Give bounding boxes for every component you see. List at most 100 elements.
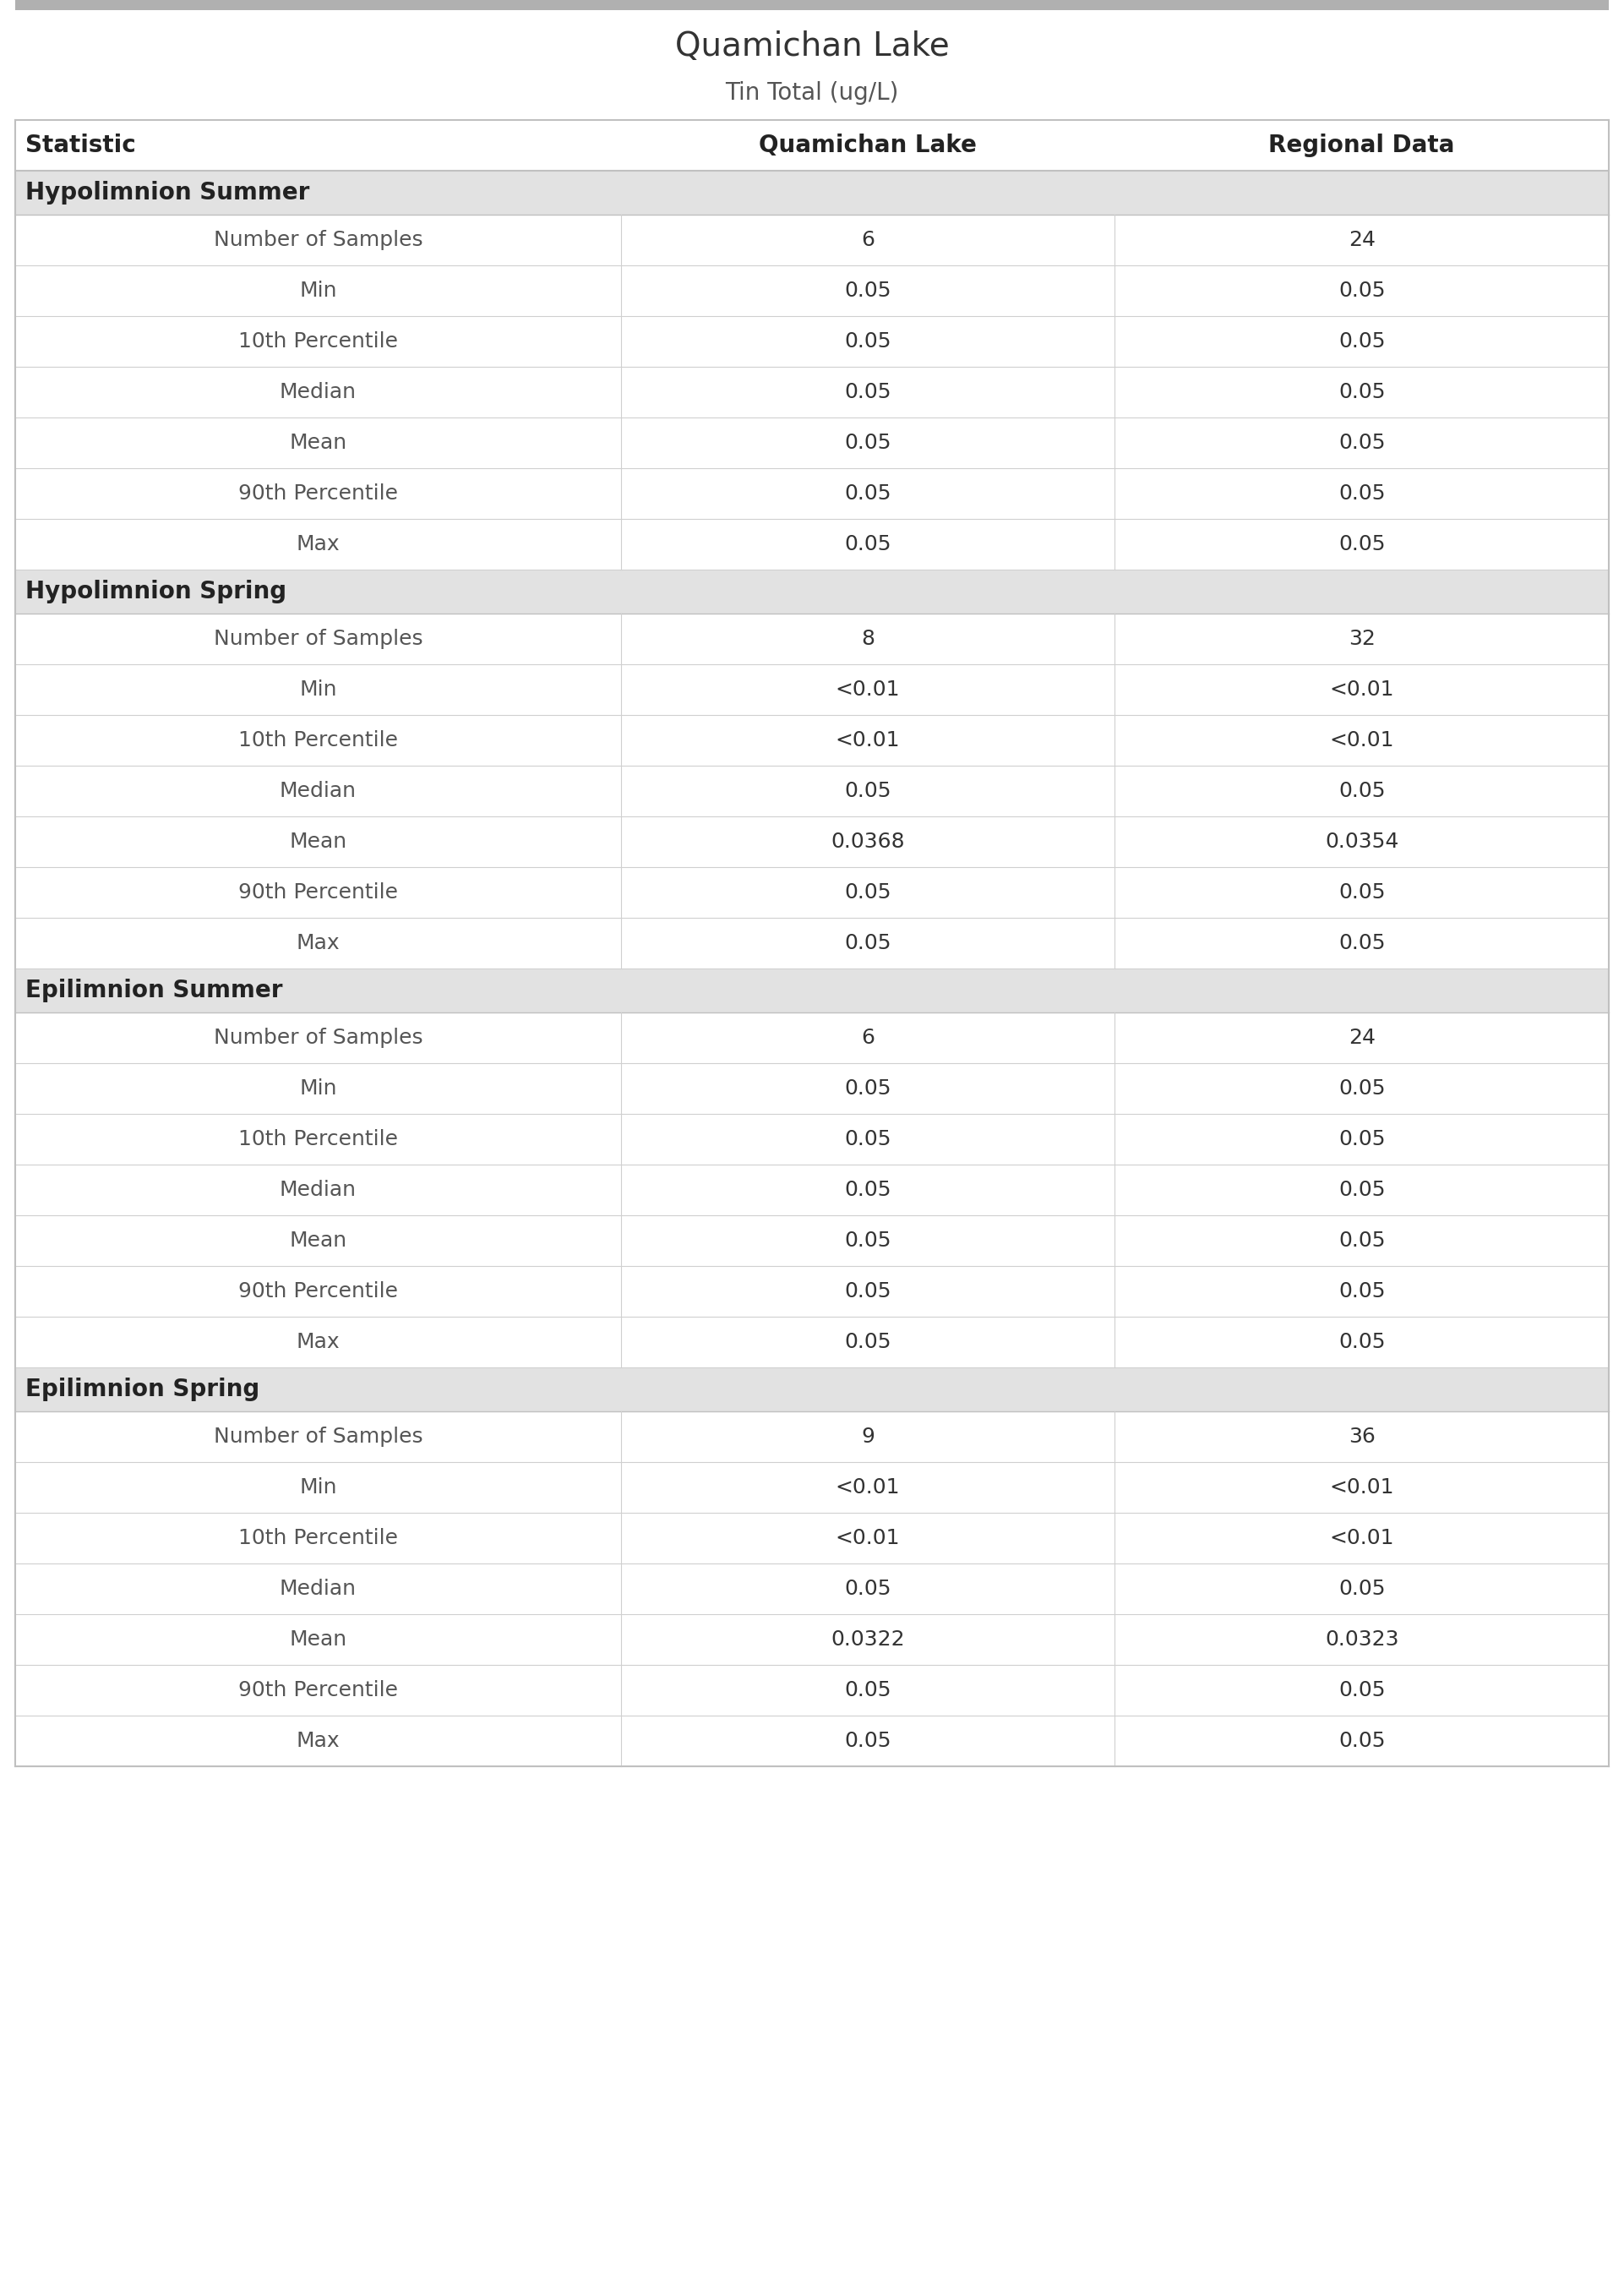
Text: 0.05: 0.05 — [1338, 281, 1385, 302]
Bar — [15, 1462, 1609, 1512]
Text: Max: Max — [296, 1332, 339, 1353]
Text: 6: 6 — [861, 229, 875, 250]
Text: Statistic: Statistic — [26, 134, 136, 157]
Bar — [15, 1614, 1609, 1664]
Text: 0.05: 0.05 — [844, 434, 892, 454]
Text: 0.0323: 0.0323 — [1325, 1630, 1398, 1650]
Text: Min: Min — [299, 281, 336, 302]
Text: 90th Percentile: 90th Percentile — [239, 484, 398, 504]
Text: Max: Max — [296, 533, 339, 554]
Text: Median: Median — [279, 1180, 356, 1201]
Text: 32: 32 — [1348, 629, 1376, 649]
Bar — [15, 1367, 1609, 1412]
Text: <0.01: <0.01 — [835, 1478, 900, 1498]
Bar — [15, 1012, 1609, 1062]
Text: 0.05: 0.05 — [1338, 1280, 1385, 1301]
Bar — [15, 1412, 1609, 1462]
Text: 0.0354: 0.0354 — [1325, 831, 1398, 851]
Bar — [15, 1165, 1609, 1214]
Bar — [15, 1214, 1609, 1267]
Text: 0.05: 0.05 — [1338, 1730, 1385, 1750]
Text: 0.05: 0.05 — [1338, 1078, 1385, 1099]
Text: 0.05: 0.05 — [844, 933, 892, 953]
Bar — [15, 0, 1609, 9]
Text: Min: Min — [299, 1078, 336, 1099]
Text: 10th Percentile: 10th Percentile — [239, 1528, 398, 1548]
Text: <0.01: <0.01 — [1330, 1478, 1393, 1498]
Text: 0.05: 0.05 — [1338, 1332, 1385, 1353]
Text: Tin Total (ug/L): Tin Total (ug/L) — [726, 82, 898, 104]
Bar — [15, 1062, 1609, 1115]
Text: 0.05: 0.05 — [844, 781, 892, 801]
Text: Mean: Mean — [289, 831, 348, 851]
Text: 90th Percentile: 90th Percentile — [239, 1280, 398, 1301]
Text: 24: 24 — [1348, 229, 1376, 250]
Text: 0.05: 0.05 — [844, 1578, 892, 1598]
Text: <0.01: <0.01 — [835, 1528, 900, 1548]
Text: 0.05: 0.05 — [844, 1230, 892, 1251]
Text: <0.01: <0.01 — [1330, 1528, 1393, 1548]
Text: 0.05: 0.05 — [1338, 381, 1385, 402]
Text: 0.05: 0.05 — [844, 331, 892, 352]
Text: Mean: Mean — [289, 1630, 348, 1650]
Bar — [15, 1317, 1609, 1367]
Bar — [15, 468, 1609, 520]
Text: Hypolimnion Summer: Hypolimnion Summer — [26, 182, 310, 204]
Text: 0.05: 0.05 — [844, 1280, 892, 1301]
Bar — [15, 715, 1609, 765]
Bar — [15, 917, 1609, 969]
Text: 0.05: 0.05 — [1338, 781, 1385, 801]
Text: 0.05: 0.05 — [1338, 434, 1385, 454]
Text: 0.05: 0.05 — [1338, 1578, 1385, 1598]
Text: 0.05: 0.05 — [844, 533, 892, 554]
Text: 0.05: 0.05 — [1338, 1680, 1385, 1700]
Bar — [15, 665, 1609, 715]
Bar — [15, 765, 1609, 817]
Bar — [15, 1115, 1609, 1165]
Text: 0.05: 0.05 — [844, 1680, 892, 1700]
Text: 0.05: 0.05 — [844, 381, 892, 402]
Text: Max: Max — [296, 1730, 339, 1750]
Text: Max: Max — [296, 933, 339, 953]
Text: Min: Min — [299, 1478, 336, 1498]
Text: 0.05: 0.05 — [844, 1180, 892, 1201]
Text: <0.01: <0.01 — [1330, 679, 1393, 699]
Text: 0.05: 0.05 — [1338, 883, 1385, 903]
Bar — [15, 368, 1609, 418]
Text: <0.01: <0.01 — [835, 731, 900, 751]
Text: 0.05: 0.05 — [844, 1332, 892, 1353]
Text: <0.01: <0.01 — [1330, 731, 1393, 751]
Text: Hypolimnion Spring: Hypolimnion Spring — [26, 579, 286, 604]
Text: 0.05: 0.05 — [844, 1078, 892, 1099]
Text: 0.05: 0.05 — [844, 484, 892, 504]
Text: Number of Samples: Number of Samples — [213, 1426, 422, 1446]
Bar — [15, 418, 1609, 468]
Text: Mean: Mean — [289, 434, 348, 454]
Text: 90th Percentile: 90th Percentile — [239, 883, 398, 903]
Text: 0.05: 0.05 — [1338, 533, 1385, 554]
Bar — [15, 1664, 1609, 1716]
Bar — [15, 1512, 1609, 1564]
Bar — [15, 216, 1609, 266]
Text: Mean: Mean — [289, 1230, 348, 1251]
Text: 0.05: 0.05 — [1338, 1230, 1385, 1251]
Bar — [15, 570, 1609, 613]
Text: 0.05: 0.05 — [844, 1730, 892, 1750]
Text: 0.0322: 0.0322 — [831, 1630, 905, 1650]
Bar — [15, 613, 1609, 665]
Text: <0.01: <0.01 — [835, 679, 900, 699]
Text: Median: Median — [279, 1578, 356, 1598]
Bar — [15, 969, 1609, 1012]
Text: Min: Min — [299, 679, 336, 699]
Text: 10th Percentile: 10th Percentile — [239, 331, 398, 352]
Text: 9: 9 — [861, 1426, 874, 1446]
Bar — [15, 1564, 1609, 1614]
Bar — [15, 520, 1609, 570]
Text: 0.05: 0.05 — [1338, 331, 1385, 352]
Text: Epilimnion Summer: Epilimnion Summer — [26, 978, 283, 1003]
Text: 0.05: 0.05 — [844, 281, 892, 302]
Text: 0.05: 0.05 — [1338, 1180, 1385, 1201]
Text: Epilimnion Spring: Epilimnion Spring — [26, 1378, 260, 1401]
Text: 0.05: 0.05 — [1338, 933, 1385, 953]
Text: 6: 6 — [861, 1028, 875, 1049]
